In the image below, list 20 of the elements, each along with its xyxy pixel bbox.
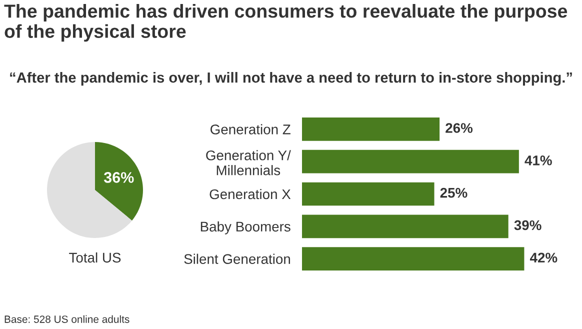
y-tick-label: Generation X [210, 188, 291, 200]
data-label: 25% [440, 188, 468, 198]
y-tick-label: Silent Generation [184, 254, 290, 264]
data-label: 36% [104, 172, 134, 183]
bar [302, 150, 519, 174]
text: “After the pandemic is over, I will not have a need to return to in-store shopping.” [10, 72, 572, 86]
data-label: 39% [514, 220, 542, 230]
data-label: 42% [530, 252, 558, 262]
y-tick-label: Generation Z [210, 124, 290, 134]
data-label: 41% [524, 156, 552, 166]
text: Base: 528 US online adults [4, 315, 130, 323]
text: The pandemic has driven consumers to reevaluate the purpose of the physical store [4, 4, 568, 42]
bar [302, 182, 434, 206]
bar [302, 118, 440, 141]
text: Total US [69, 252, 121, 263]
bar [302, 247, 524, 270]
y-tick-label: Generation Y/ Millennials [206, 150, 291, 176]
data-label: 26% [446, 123, 473, 133]
bar [302, 214, 508, 238]
y-tick-label: Baby Boomers [200, 221, 290, 234]
